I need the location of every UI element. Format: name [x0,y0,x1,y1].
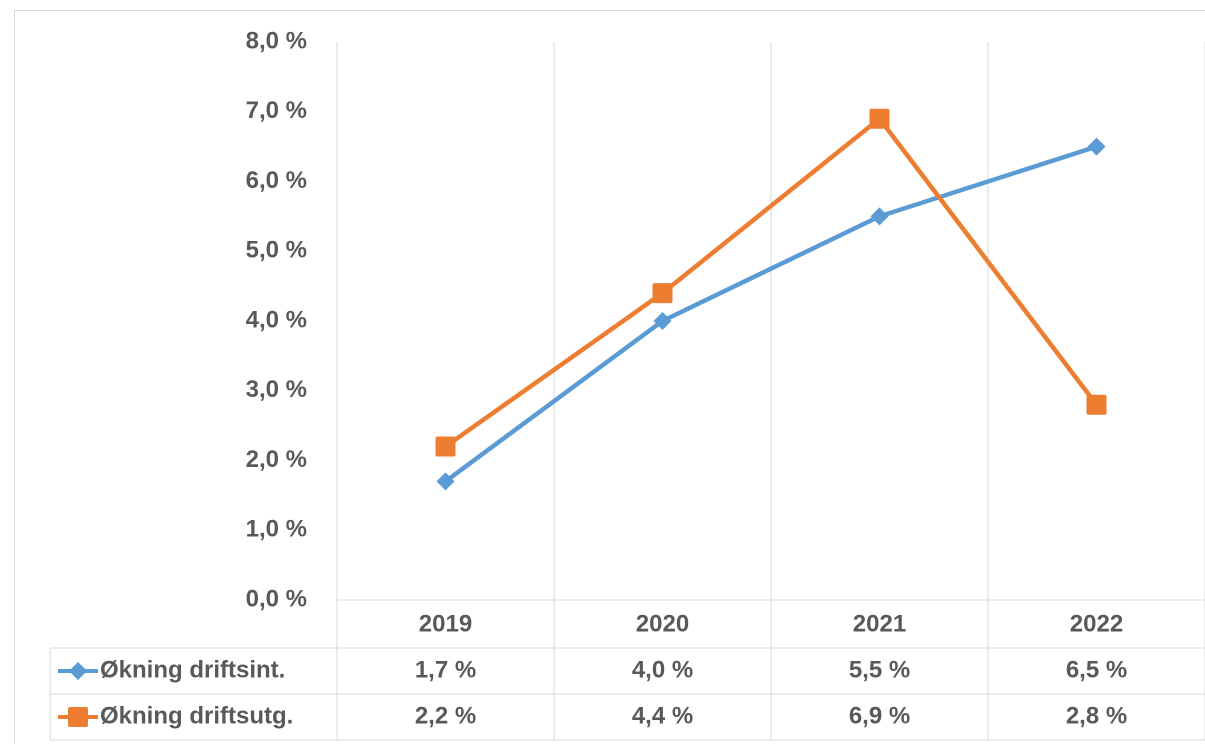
y-tick-label: 5,0 % [246,237,307,264]
y-tick-label: 7,0 % [246,97,307,124]
y-tick-label: 4,0 % [246,306,307,333]
y-tick-label: 2,0 % [246,446,307,473]
legend-label: Økning driftsutg. [100,702,293,729]
table-value: 6,5 % [1066,656,1127,683]
x-tick-label: 2019 [419,610,472,637]
x-tick-label: 2020 [636,610,689,637]
marker [869,108,890,129]
marker [870,207,889,226]
x-tick-label: 2022 [1070,610,1123,637]
marker [436,472,455,491]
table-value: 1,7 % [415,656,476,683]
series-line [444,144,1098,484]
legend-label: Økning driftsint. [100,656,285,683]
marker [1086,394,1107,415]
y-tick-label: 6,0 % [246,167,307,194]
chart-border [14,10,1205,744]
table-value: 2,8 % [1066,702,1127,729]
legend-marker [69,662,87,680]
marker [1087,137,1106,156]
table-value: 2,2 % [415,702,476,729]
marker [653,312,672,330]
x-tick-label: 2021 [853,610,906,637]
marker [435,436,456,457]
y-tick-label: 3,0 % [246,376,307,403]
table-value: 4,4 % [632,702,693,729]
table-value: 4,0 % [632,656,693,683]
series-line [444,116,1099,449]
table-value: 5,5 % [849,656,910,683]
y-tick-label: 1,0 % [246,516,307,543]
y-tick-label: 0,0 % [246,585,307,612]
table-value: 6,9 % [849,702,910,729]
marker [652,283,673,304]
legend-marker [68,707,88,727]
y-tick-label: 8,0 % [246,27,307,54]
